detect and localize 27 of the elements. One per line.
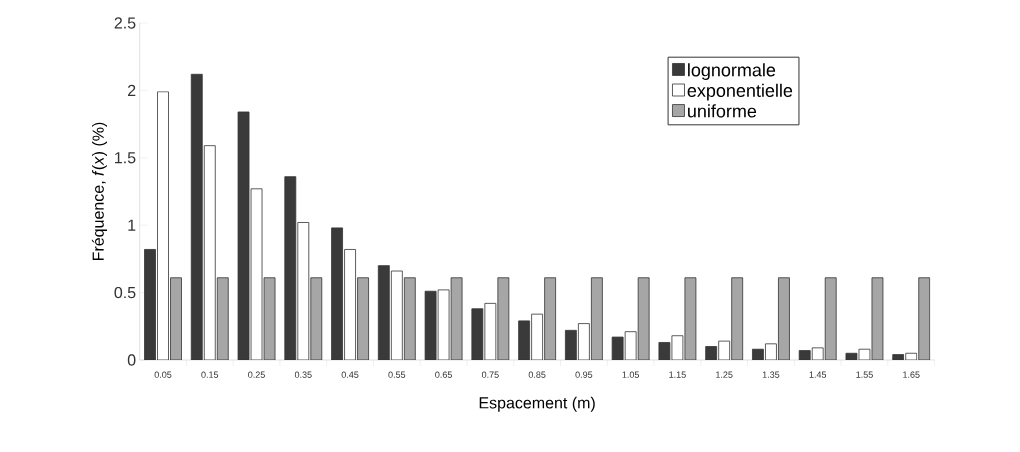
x-tick-label: 0.65 [435,371,452,378]
x-tick-label: 0.35 [294,371,312,378]
x-tick-label: 1.45 [809,371,827,378]
x-tick-label: 0.95 [575,371,593,378]
x-axis-title: Espacement (m) [479,396,595,412]
y-tick-label: 0 [127,354,136,366]
x-tick-label: 0.75 [481,371,499,378]
x-tick-label: 0.15 [201,371,219,378]
x-tick-label: 0.05 [154,371,172,378]
y-tick-label: 1.5 [115,152,136,164]
legend-label: uniforme [688,104,757,118]
y-tick-label: 2 [128,84,136,96]
x-tick-label: 1.55 [856,371,873,378]
x-tick-label: 0.25 [248,371,265,378]
legend-label: exponentielle [687,83,793,101]
legend-label: lognormale [688,63,776,80]
x-tick-label: 1.65 [903,371,920,378]
x-tick-label: 1.15 [669,371,686,378]
x-tick-label: 0.55 [388,371,406,378]
x-tick-label: 1.05 [622,371,640,378]
x-tick-label: 0.45 [341,371,359,378]
x-tick-label: 0.85 [528,371,546,378]
x-tick-label: 1.35 [762,371,780,378]
y-tick-label: 2.5 [114,17,136,29]
y-tick-label: 1 [128,219,136,231]
y-tick-label: 0.5 [114,286,136,299]
x-tick-label: 1.25 [716,371,733,378]
